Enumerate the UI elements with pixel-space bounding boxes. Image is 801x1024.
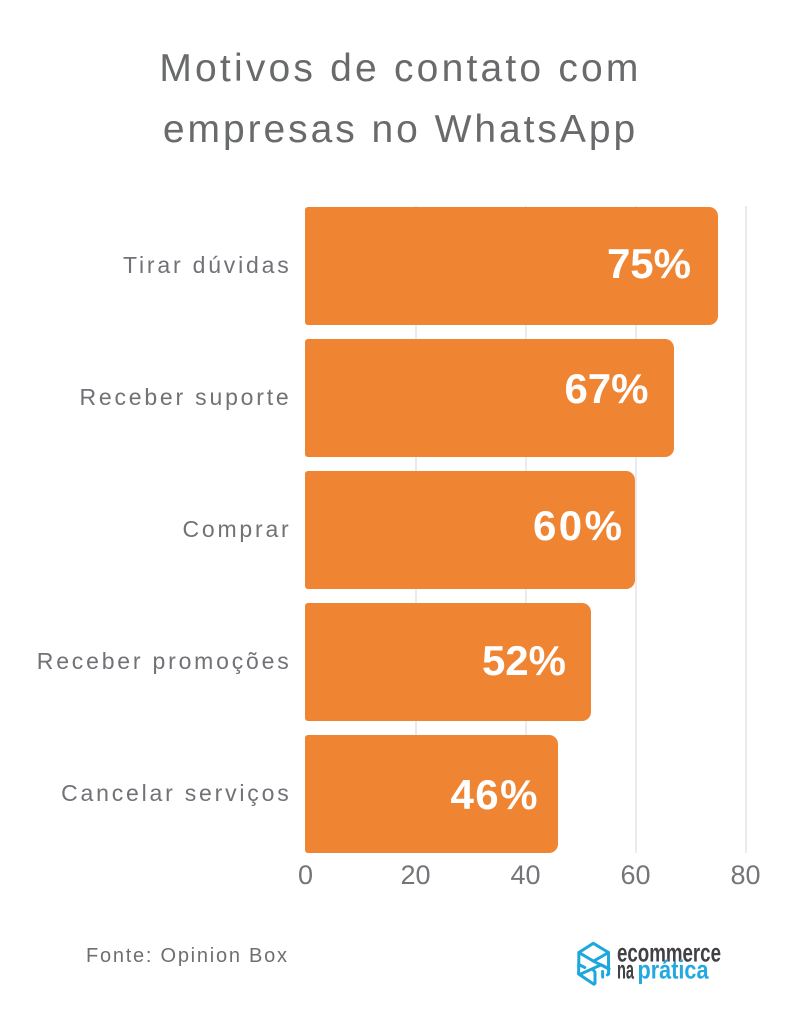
svg-text:prática: prática xyxy=(638,955,709,985)
svg-text:na: na xyxy=(617,955,634,985)
svg-text:ecommerce: ecommerce xyxy=(617,938,721,968)
